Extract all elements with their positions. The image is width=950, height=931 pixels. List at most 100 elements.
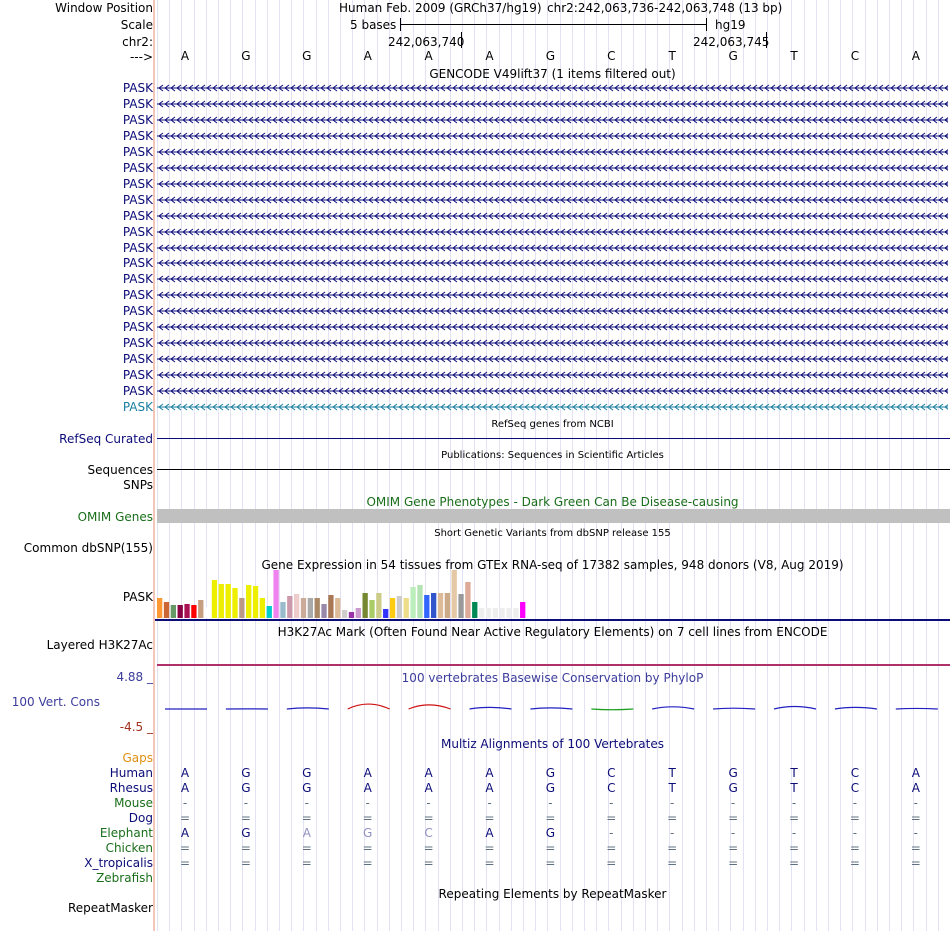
gtex-bar[interactable] xyxy=(513,608,519,618)
gencode-row-label[interactable]: PASK xyxy=(122,224,153,239)
gtex-bar[interactable] xyxy=(424,595,430,618)
multiz-species-label[interactable]: Mouse xyxy=(114,796,153,811)
gtex-bar[interactable] xyxy=(163,602,170,618)
h3k27ac-track-label[interactable]: Layered H3K27Ac xyxy=(46,638,153,652)
gencode-transcript[interactable] xyxy=(157,371,948,379)
multiz-species-label[interactable]: Chicken xyxy=(105,841,153,856)
gtex-bar[interactable] xyxy=(362,593,368,618)
multiz-species-label[interactable]: Rhesus xyxy=(109,781,153,796)
phylop-plot[interactable] xyxy=(155,678,950,730)
gencode-row-label[interactable]: PASK xyxy=(122,81,153,95)
refseq-track-label[interactable]: RefSeq Curated xyxy=(59,432,153,446)
gtex-bar[interactable] xyxy=(225,584,231,618)
gtex-bar[interactable] xyxy=(211,580,218,618)
gencode-transcript[interactable] xyxy=(157,291,948,299)
gtex-bar[interactable] xyxy=(287,596,293,618)
gencode-transcript[interactable] xyxy=(157,228,948,236)
multiz-species-label[interactable]: Dog xyxy=(128,811,153,826)
gtex-bar[interactable] xyxy=(280,602,286,618)
gtex-bar[interactable] xyxy=(246,585,252,618)
gtex-bar[interactable] xyxy=(472,602,478,618)
gencode-transcript[interactable] xyxy=(157,180,948,188)
phylop-mark[interactable] xyxy=(652,706,695,710)
gencode-row-label[interactable]: PASK xyxy=(122,96,153,111)
gtex-bar[interactable] xyxy=(157,598,163,618)
gencode-transcript[interactable] xyxy=(157,84,948,92)
gtex-bar[interactable] xyxy=(300,598,307,618)
gtex-bar[interactable] xyxy=(341,610,348,618)
gtex-bar[interactable] xyxy=(410,587,416,618)
gencode-row-label[interactable]: PASK xyxy=(122,160,153,175)
gtex-bar[interactable] xyxy=(328,595,334,618)
phylop-mark[interactable] xyxy=(713,707,756,710)
gencode-transcript[interactable] xyxy=(157,387,948,395)
gencode-row-label[interactable]: PASK xyxy=(122,192,153,207)
gencode-transcript[interactable] xyxy=(157,116,948,124)
dbsnp-track-label[interactable]: Common dbSNP(155) xyxy=(23,541,153,555)
gtex-bar[interactable] xyxy=(431,593,437,618)
phylop-mark[interactable] xyxy=(834,706,877,710)
gtex-bar[interactable] xyxy=(499,608,505,618)
gencode-row-label[interactable]: PASK xyxy=(122,240,153,255)
gencode-transcript[interactable] xyxy=(157,212,948,220)
gtex-bar[interactable] xyxy=(191,605,197,618)
gtex-bar[interactable] xyxy=(520,602,526,618)
refseq-gene-line[interactable] xyxy=(157,438,950,439)
gencode-transcript[interactable] xyxy=(157,100,948,108)
repeatmasker-track-label[interactable]: RepeatMasker xyxy=(67,901,153,915)
publications-track-label[interactable]: Sequences xyxy=(87,463,153,477)
gtex-bar[interactable] xyxy=(485,608,492,618)
gtex-bar[interactable] xyxy=(383,609,389,618)
gencode-row-label[interactable]: PASK xyxy=(122,128,153,143)
gtex-bar[interactable] xyxy=(184,604,190,618)
multiz-species-label[interactable]: Elephant xyxy=(99,826,153,841)
snps-track-label[interactable]: SNPs xyxy=(123,478,153,492)
gtex-bar[interactable] xyxy=(177,605,183,618)
gencode-row-label[interactable]: PASK xyxy=(122,368,153,383)
gencode-row-label[interactable]: PASK xyxy=(122,256,153,271)
gencode-row-label[interactable]: PASK xyxy=(122,112,153,127)
gtex-bar[interactable] xyxy=(252,586,259,618)
gencode-row-label[interactable]: PASK xyxy=(122,304,153,319)
gencode-row-label[interactable]: PASK xyxy=(122,336,153,351)
multiz-species-label[interactable]: X_tropicalis xyxy=(84,856,153,871)
gencode-transcript[interactable] xyxy=(157,148,948,156)
phylop-mark[interactable] xyxy=(408,704,451,710)
gencode-row-label[interactable]: PASK xyxy=(122,320,153,335)
publications-line[interactable] xyxy=(157,469,950,470)
gencode-transcript[interactable] xyxy=(157,339,948,347)
gtex-bar[interactable] xyxy=(506,608,512,618)
gencode-transcript[interactable] xyxy=(157,132,948,140)
gtex-bar[interactable] xyxy=(403,598,409,618)
gencode-transcript[interactable] xyxy=(157,164,948,172)
gtex-bar[interactable] xyxy=(417,585,423,618)
gencode-transcript[interactable] xyxy=(157,355,948,363)
gtex-bar[interactable] xyxy=(478,608,485,618)
gtex-bar[interactable] xyxy=(465,582,471,618)
phylop-mark[interactable] xyxy=(895,707,938,710)
gtex-bar[interactable] xyxy=(355,608,361,618)
multiz-species-label[interactable]: Human xyxy=(109,766,153,780)
gtex-bar[interactable] xyxy=(396,596,403,618)
gencode-transcript[interactable] xyxy=(157,323,948,331)
gtex-bar[interactable] xyxy=(314,598,320,618)
gtex-bar[interactable] xyxy=(259,598,266,618)
gtex-bar[interactable] xyxy=(437,593,444,618)
omim-gene-bar[interactable] xyxy=(157,509,950,523)
gencode-transcript[interactable] xyxy=(157,275,948,283)
phylop-mark[interactable] xyxy=(469,706,512,710)
gencode-row-label[interactable]: PASK xyxy=(122,384,153,399)
gtex-bar[interactable] xyxy=(458,594,464,618)
omim-track-label[interactable]: OMIM Genes xyxy=(77,510,153,524)
gtex-bar[interactable] xyxy=(444,593,450,618)
gencode-row-label[interactable]: PASK xyxy=(122,352,153,367)
phylop-mark[interactable] xyxy=(530,707,573,710)
h3k27ac-signal-line[interactable] xyxy=(157,664,950,666)
phylop-mark[interactable] xyxy=(286,707,329,710)
gtex-bar[interactable] xyxy=(321,604,327,618)
gtex-bar[interactable] xyxy=(492,608,498,618)
gtex-bar-chart[interactable] xyxy=(155,570,950,623)
gtex-bar[interactable] xyxy=(273,570,279,618)
gtex-bar[interactable] xyxy=(232,588,238,618)
gtex-bar[interactable] xyxy=(348,612,355,618)
